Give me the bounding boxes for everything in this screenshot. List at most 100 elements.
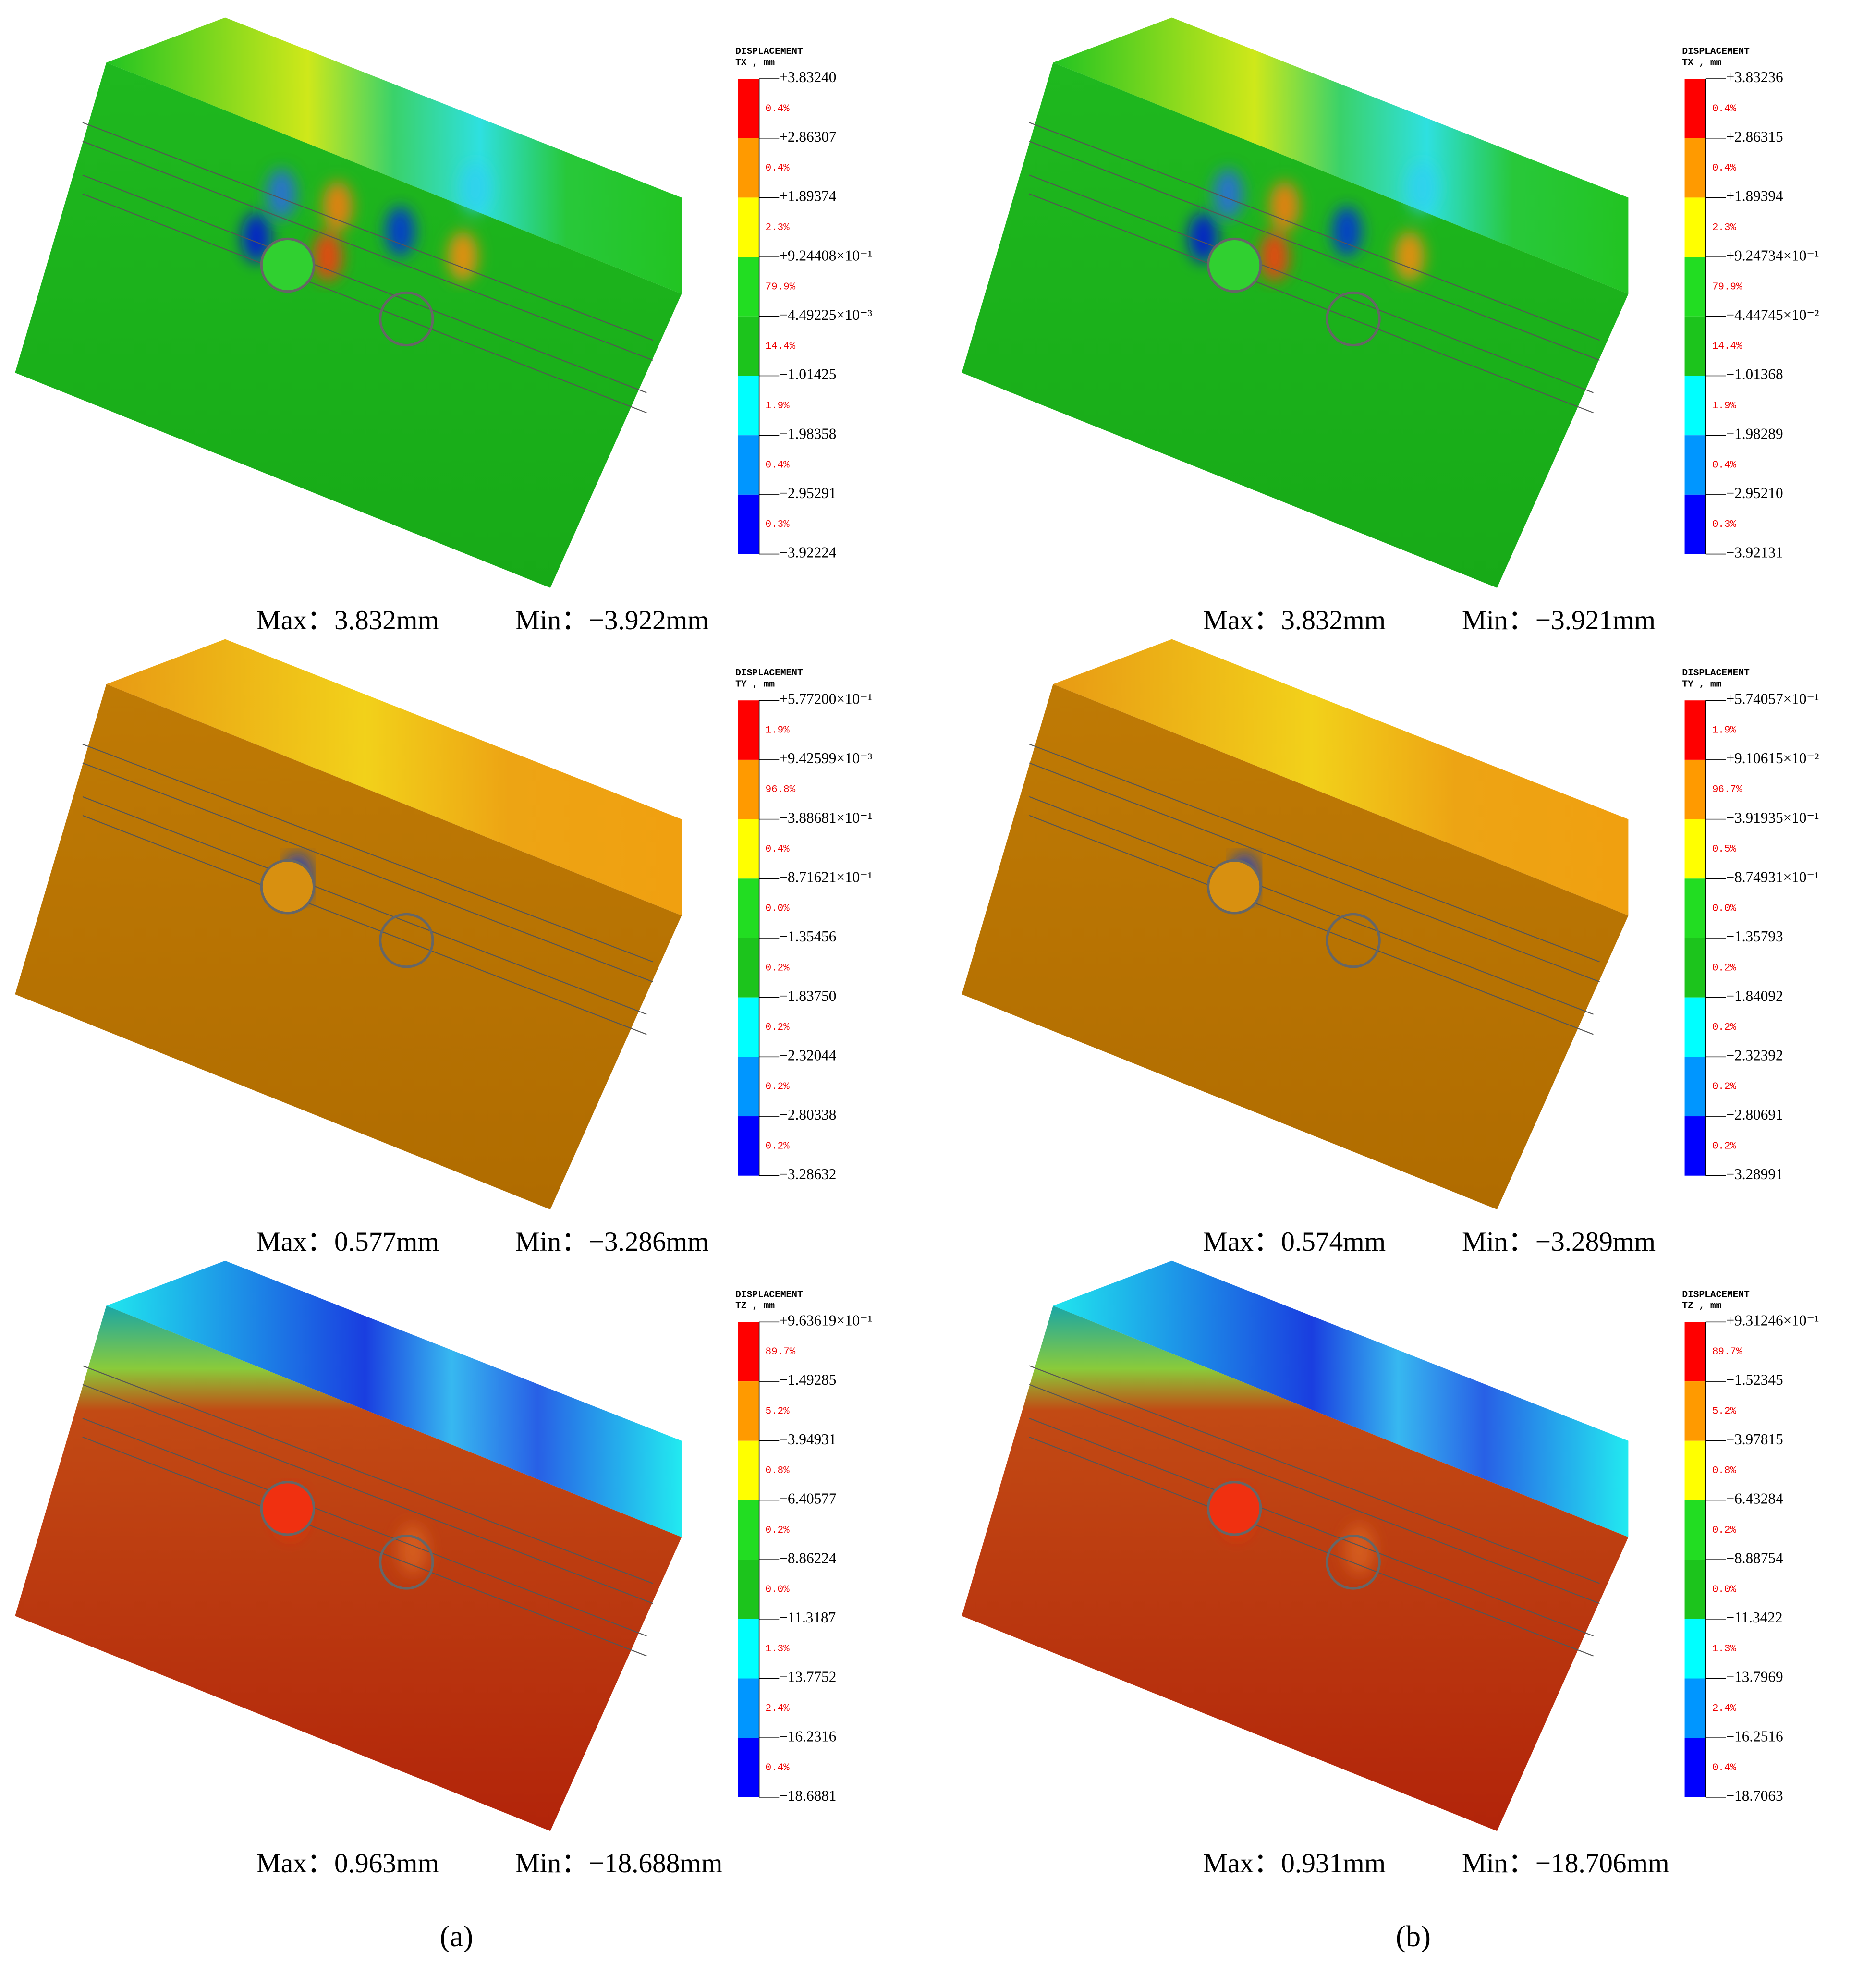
legend-band [738, 435, 759, 495]
block-front [962, 684, 1629, 1210]
legend-percent: 0.2% [766, 963, 790, 974]
legend-percent: 14.4% [1712, 341, 1742, 352]
tunnel-line [82, 193, 647, 414]
legend-level: −6.40577 [779, 1490, 836, 1507]
legend-percent: 1.9% [766, 725, 790, 736]
legend-percent: 0.4% [766, 163, 790, 174]
tunnel-line [1029, 744, 1600, 963]
legend-level: +9.42599×10⁻³ [779, 750, 872, 767]
legend-band [738, 878, 759, 938]
legend-band [738, 79, 759, 138]
legend-component: TY , mm [1682, 679, 1721, 690]
caption: (b) [1396, 1919, 1431, 1953]
legend-level: −3.88681×10⁻¹ [779, 809, 872, 826]
legend-band [738, 1560, 759, 1619]
legend-band [738, 1440, 759, 1500]
legend-level: −1.83750 [779, 988, 836, 1004]
legend-percent: 5.2% [766, 1406, 790, 1417]
legend-title: DISPLACEMENT [1682, 46, 1750, 57]
legend-level: −8.88754 [1726, 1549, 1783, 1566]
legend-band [738, 138, 759, 198]
legend-level: +5.77200×10⁻¹ [779, 690, 872, 707]
tunnel [379, 1535, 434, 1590]
legend-level: +3.83236 [1726, 69, 1783, 85]
contour-spot [241, 212, 272, 263]
tunnel-line [1029, 122, 1600, 341]
block-top [106, 1260, 682, 1537]
max-label: Max：3.832mm [1203, 605, 1386, 635]
legend-level: −13.7752 [779, 1669, 836, 1685]
tunnel-line [1029, 1417, 1594, 1636]
block-front [15, 62, 682, 588]
legend-level: +9.63619×10⁻¹ [779, 1312, 872, 1329]
legend-percent: 0.0% [1712, 903, 1736, 915]
legend-band [738, 494, 759, 554]
tunnel-line [82, 141, 653, 361]
block-top [1053, 1260, 1629, 1537]
legend-band [738, 1678, 759, 1738]
legend-band [1684, 79, 1706, 138]
legend-band [738, 997, 759, 1057]
legend-title: DISPLACEMENT [735, 1289, 803, 1300]
legend-band [1684, 700, 1706, 760]
tunnel-line [82, 1365, 653, 1584]
legend-level: +9.24734×10⁻¹ [1726, 247, 1819, 264]
legend-band [738, 1381, 759, 1441]
block-top [1053, 17, 1629, 294]
max-label: Max：3.832mm [256, 605, 439, 635]
legend-level: −1.35793 [1726, 928, 1783, 945]
legend-level: −2.95210 [1726, 485, 1783, 501]
tunnel-line [1029, 1384, 1600, 1604]
legend-level: +5.74057×10⁻¹ [1726, 690, 1819, 707]
min-label: Min：−3.921mm [1462, 605, 1656, 635]
block-top [106, 639, 682, 916]
legend-band [738, 819, 759, 879]
legend-percent: 0.2% [1712, 963, 1736, 974]
legend-level: −3.94931 [779, 1431, 836, 1448]
legend-level: −1.52345 [1726, 1371, 1783, 1388]
legend-band [1684, 197, 1706, 257]
tunnel-line [82, 1417, 647, 1636]
block-front [15, 1305, 682, 1831]
legend-component: TY , mm [735, 679, 775, 690]
legend-percent: 0.4% [1712, 460, 1736, 471]
legend-level: −11.3187 [779, 1609, 836, 1626]
legend-level: −1.49285 [779, 1371, 836, 1388]
legend-band [1684, 257, 1706, 317]
legend-percent: 0.2% [1712, 1141, 1736, 1152]
legend-level: −6.43284 [1726, 1490, 1783, 1507]
legend-band [1684, 1678, 1706, 1738]
tunnel-line [1029, 796, 1594, 1015]
legend-level: +1.89374 [779, 188, 837, 205]
legend-percent: 1.9% [1712, 725, 1736, 736]
tunnel-line [1029, 1436, 1594, 1657]
tunnel-line [82, 796, 647, 1015]
legend-band [1684, 1619, 1706, 1679]
min-label: Min：−18.688mm [515, 1848, 723, 1879]
legend-percent: 0.4% [1712, 103, 1736, 114]
legend-percent: 0.2% [1712, 1022, 1736, 1033]
legend-band [738, 700, 759, 760]
legend-title: DISPLACEMENT [1682, 668, 1750, 678]
legend-level: −3.92224 [779, 544, 837, 561]
block-front [962, 62, 1629, 588]
legend-band [1684, 819, 1706, 879]
legend-level: −18.6881 [779, 1787, 836, 1804]
legend-percent: 96.7% [1712, 784, 1742, 795]
contour-spot [1394, 231, 1425, 281]
legend-level: −2.80338 [779, 1106, 836, 1123]
legend-level: −1.01425 [779, 366, 836, 383]
contour-spot [1213, 169, 1243, 219]
legend-component: TZ , mm [1682, 1301, 1721, 1311]
legend-percent: 96.8% [766, 784, 796, 795]
legend-band [1684, 1500, 1706, 1560]
contour-spot [322, 181, 353, 232]
min-label: Min：−3.922mm [515, 605, 709, 635]
legend-percent: 0.3% [1712, 519, 1736, 530]
legend-level: −4.44745×10⁻² [1726, 306, 1819, 323]
legend-band [1684, 1738, 1706, 1797]
block-top [1053, 639, 1629, 916]
legend-band [1684, 1381, 1706, 1441]
legend-band [738, 1738, 759, 1797]
